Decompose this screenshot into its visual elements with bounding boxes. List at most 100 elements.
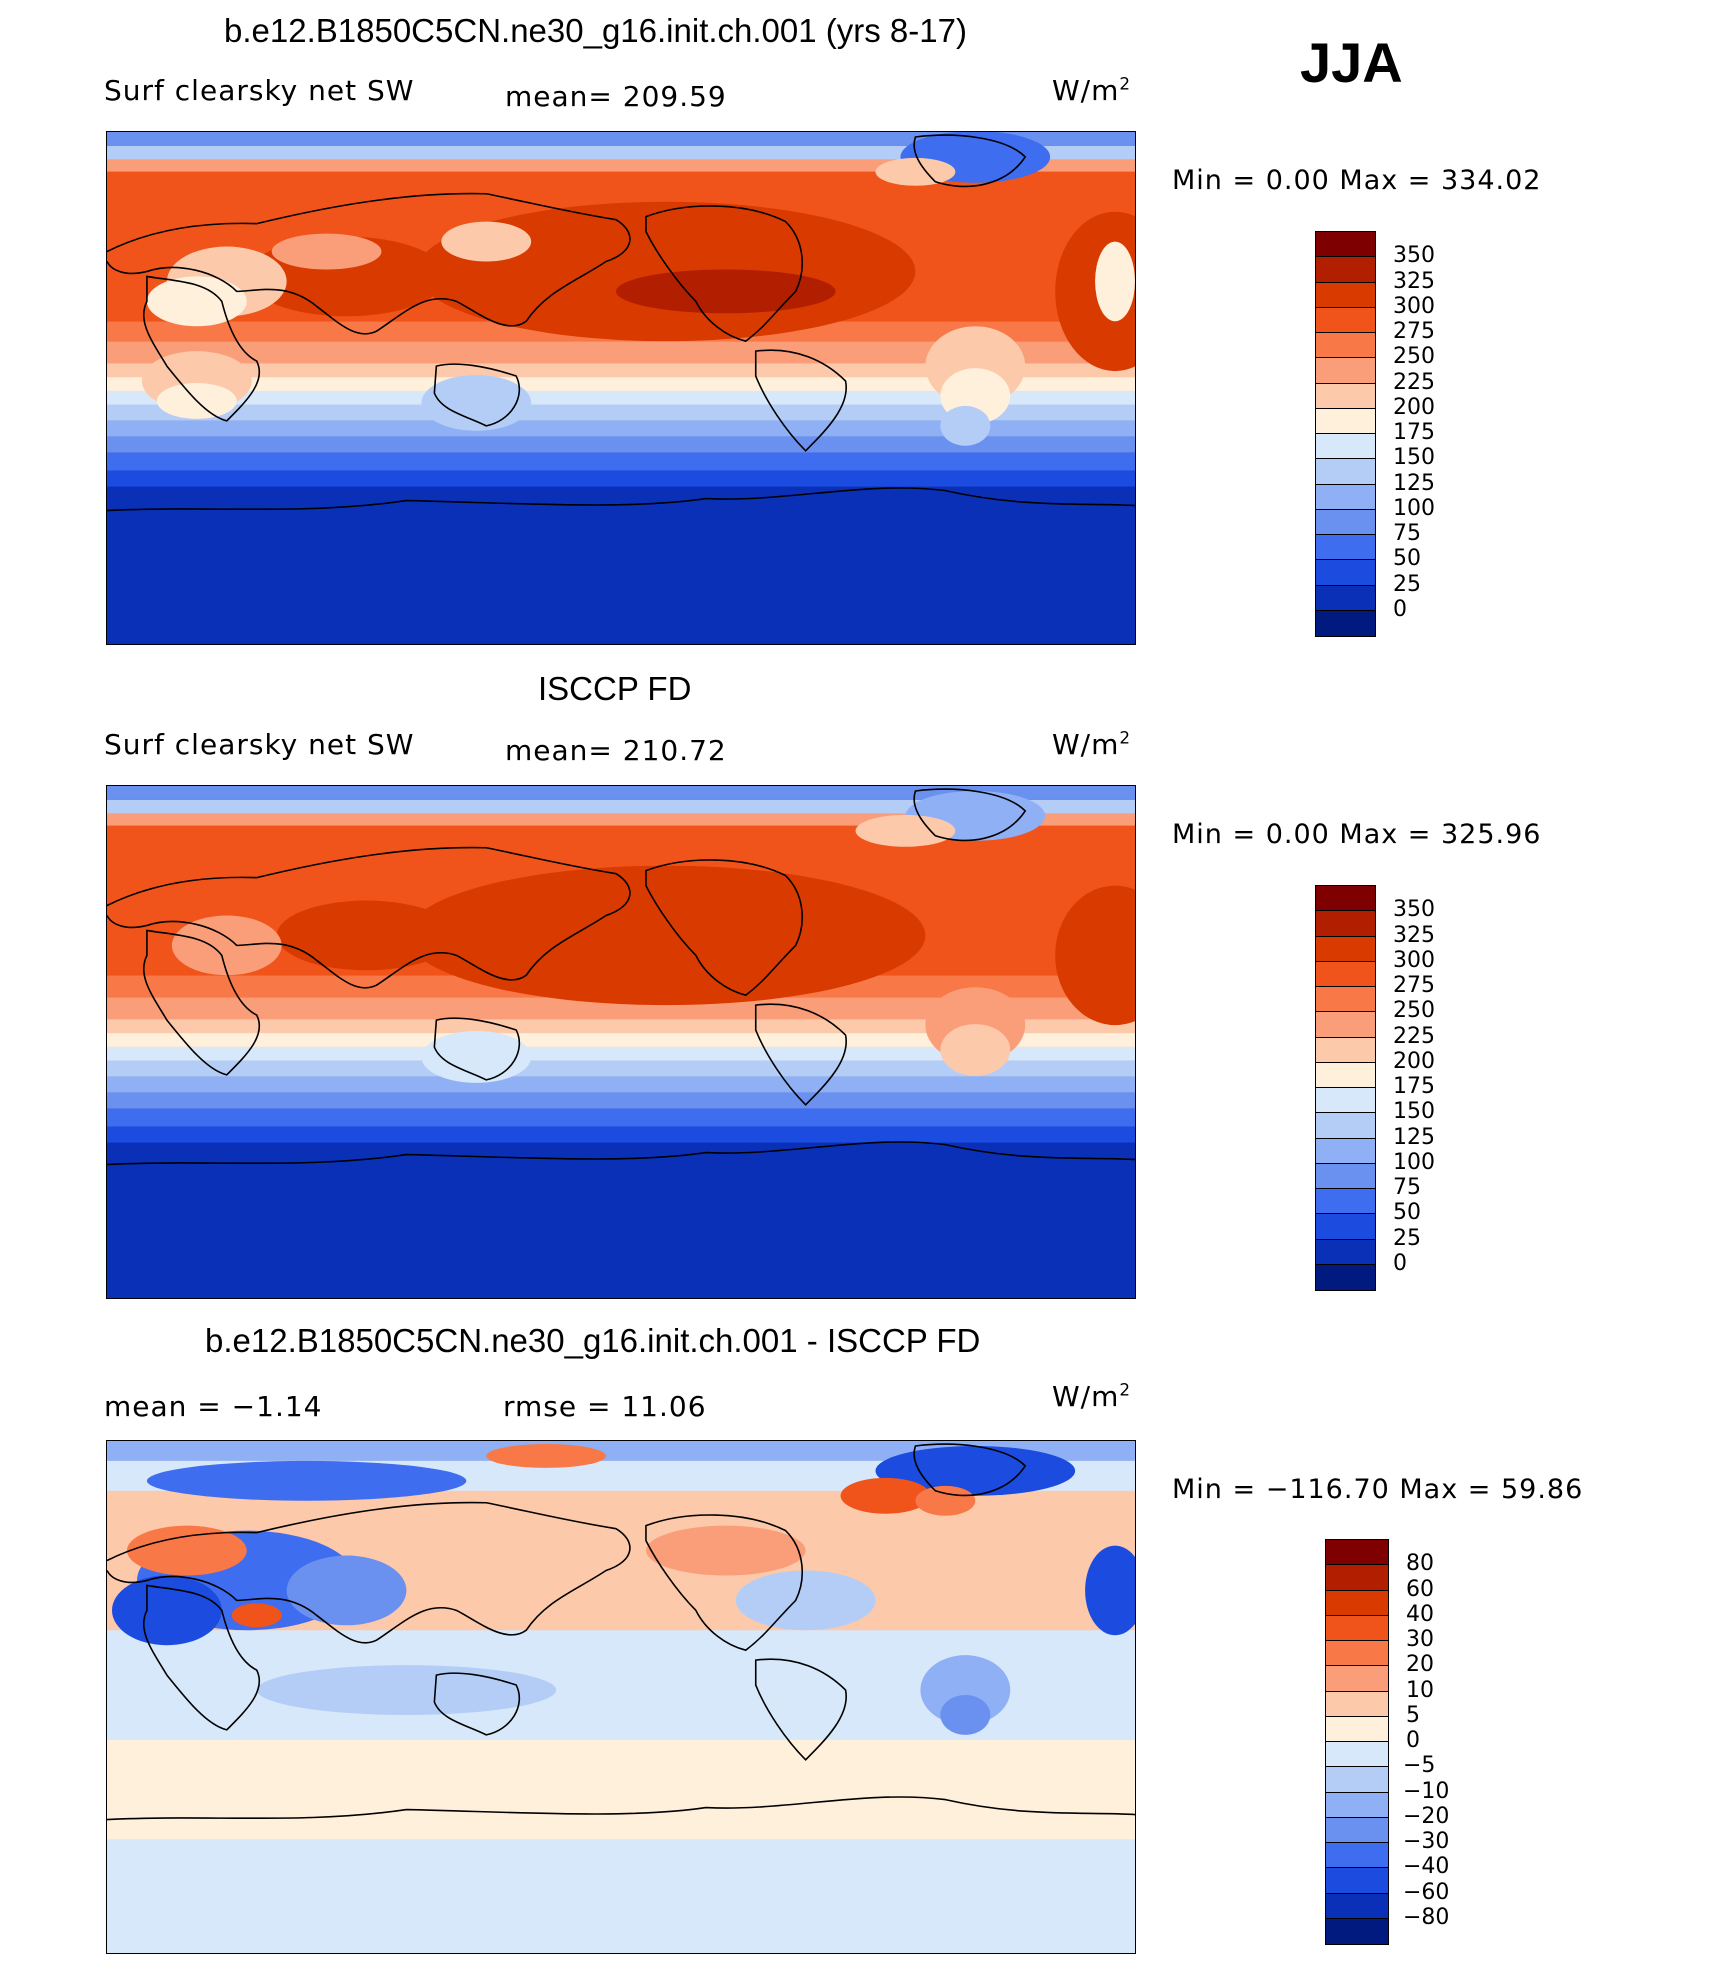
panel-1-colorbar	[1315, 231, 1376, 637]
colorbar-tick-label: −40	[1403, 1854, 1450, 1880]
colorbar-tick-label: −30	[1403, 1829, 1450, 1854]
colorbar-tick-label: −20	[1403, 1803, 1450, 1829]
colorbar-swatch	[1326, 1666, 1388, 1692]
colorbar-swatch	[1316, 484, 1375, 510]
colorbar-swatch	[1316, 257, 1375, 283]
colorbar-tick-label: 200	[1393, 394, 1435, 420]
colorbar-swatch	[1326, 1868, 1388, 1894]
panel-2-units: W/m2	[1052, 727, 1132, 761]
colorbar-tick-label: 40	[1406, 1601, 1434, 1627]
colorbar-swatch	[1316, 1138, 1375, 1164]
colorbar-tick-label: 225	[1393, 1023, 1435, 1049]
colorbar-swatch	[1316, 911, 1375, 937]
colorbar-tick-label: 225	[1393, 369, 1435, 395]
colorbar-swatch	[1316, 1012, 1375, 1038]
colorbar-tick-label: 175	[1393, 420, 1435, 445]
panel-2-min-max: Min = 0.00 Max = 325.96	[1172, 819, 1542, 850]
colorbar-swatch	[1326, 1641, 1388, 1667]
colorbar-tick-label: 60	[1406, 1576, 1434, 1602]
colorbar-tick-label: 75	[1393, 521, 1421, 546]
colorbar-tick-label: 0	[1406, 1728, 1420, 1753]
panel-1-variable-label: Surf clearsky net SW	[104, 74, 415, 107]
panel-2-map	[106, 785, 1136, 1299]
panel-3-rmse: rmse = 11.06	[503, 1390, 707, 1423]
colorbar-swatch	[1326, 1615, 1388, 1641]
season-label: JJA	[1300, 31, 1403, 94]
colorbar-swatch	[1326, 1843, 1388, 1869]
colorbar-tick-label: 80	[1406, 1551, 1434, 1577]
colorbar-swatch	[1316, 560, 1375, 586]
colorbar-swatch	[1316, 358, 1375, 384]
panel-3-min-max: Min = −116.70 Max = 59.86	[1172, 1474, 1584, 1505]
colorbar-tick-label: 50	[1393, 1200, 1421, 1226]
colorbar-tick-label: 100	[1393, 495, 1435, 521]
colorbar-tick-label: 125	[1393, 1124, 1435, 1150]
panel-3-mean: mean = −1.14	[104, 1390, 323, 1423]
panel-2-variable-label: Surf clearsky net SW	[104, 728, 415, 761]
colorbar-swatch	[1316, 1088, 1375, 1114]
colorbar-tick-label: 50	[1393, 546, 1421, 572]
panel-3-units: W/m2	[1052, 1379, 1132, 1413]
colorbar-tick-label: 30	[1406, 1627, 1434, 1652]
colorbar-tick-label: 200	[1393, 1048, 1435, 1074]
panel-2-mean: mean= 210.72	[505, 734, 727, 767]
colorbar-tick-label: 300	[1393, 947, 1435, 973]
colorbar-tick-label: 100	[1393, 1149, 1435, 1175]
colorbar-swatch	[1316, 333, 1375, 359]
colorbar-swatch	[1326, 1792, 1388, 1818]
colorbar-swatch	[1316, 1113, 1375, 1139]
colorbar-tick-label: 25	[1393, 571, 1421, 597]
panel-1-map-plot	[107, 132, 1135, 644]
colorbar-tick-label: 300	[1393, 293, 1435, 319]
colorbar-swatch	[1316, 282, 1375, 308]
colorbar-tick-label: 325	[1393, 268, 1435, 294]
colorbar-swatch	[1326, 1767, 1388, 1793]
colorbar-tick-label: 125	[1393, 470, 1435, 496]
colorbar-swatch	[1326, 1893, 1388, 1919]
colorbar-tick-label: 150	[1393, 445, 1435, 471]
colorbar-tick-label: 350	[1393, 897, 1435, 923]
colorbar-tick-label: 75	[1393, 1175, 1421, 1200]
colorbar-swatch	[1316, 585, 1375, 611]
colorbar-swatch	[1316, 434, 1375, 460]
colorbar-tick-label: −80	[1403, 1904, 1450, 1930]
colorbar-swatch	[1316, 307, 1375, 333]
colorbar-swatch	[1326, 1691, 1388, 1717]
panel-2-title: ISCCP FD	[538, 670, 692, 707]
colorbar-tick-label: 20	[1406, 1652, 1434, 1678]
colorbar-swatch	[1316, 1214, 1375, 1240]
colorbar-swatch	[1316, 961, 1375, 987]
panel-2-colorbar	[1315, 885, 1376, 1291]
panel-3-title: b.e12.B1850C5CN.ne30_g16.init.ch.001 - I…	[205, 1322, 981, 1359]
panel-1-mean: mean= 209.59	[505, 80, 727, 113]
colorbar-tick-label: −5	[1403, 1753, 1436, 1779]
colorbar-tick-label: 0	[1393, 1250, 1407, 1276]
colorbar-tick-label: 325	[1393, 922, 1435, 948]
colorbar-swatch	[1316, 1163, 1375, 1189]
colorbar-swatch	[1326, 1918, 1388, 1944]
colorbar-swatch	[1316, 936, 1375, 962]
colorbar-swatch	[1316, 1189, 1375, 1215]
colorbar-tick-label: 0	[1393, 596, 1407, 622]
panel-1-units: W/m2	[1052, 73, 1132, 107]
colorbar-tick-label: 5	[1406, 1702, 1420, 1728]
colorbar-swatch	[1316, 1264, 1375, 1290]
colorbar-swatch	[1316, 459, 1375, 485]
colorbar-tick-label: −60	[1403, 1879, 1450, 1905]
colorbar-swatch	[1326, 1742, 1388, 1768]
colorbar-swatch	[1316, 987, 1375, 1013]
colorbar-tick-label: 275	[1393, 973, 1435, 998]
panel-3-map-plot	[107, 1441, 1135, 1953]
colorbar-tick-label: 250	[1393, 998, 1435, 1024]
colorbar-tick-label: 175	[1393, 1074, 1435, 1099]
colorbar-swatch	[1316, 1239, 1375, 1265]
colorbar-swatch	[1316, 232, 1375, 258]
panel-1-min-max: Min = 0.00 Max = 334.02	[1172, 165, 1542, 196]
colorbar-tick-label: 250	[1393, 344, 1435, 370]
panel-3-colorbar	[1325, 1539, 1389, 1945]
colorbar-swatch	[1316, 1062, 1375, 1088]
colorbar-swatch	[1316, 1037, 1375, 1063]
colorbar-swatch	[1316, 408, 1375, 434]
colorbar-swatch	[1326, 1716, 1388, 1742]
colorbar-tick-label: 25	[1393, 1225, 1421, 1251]
